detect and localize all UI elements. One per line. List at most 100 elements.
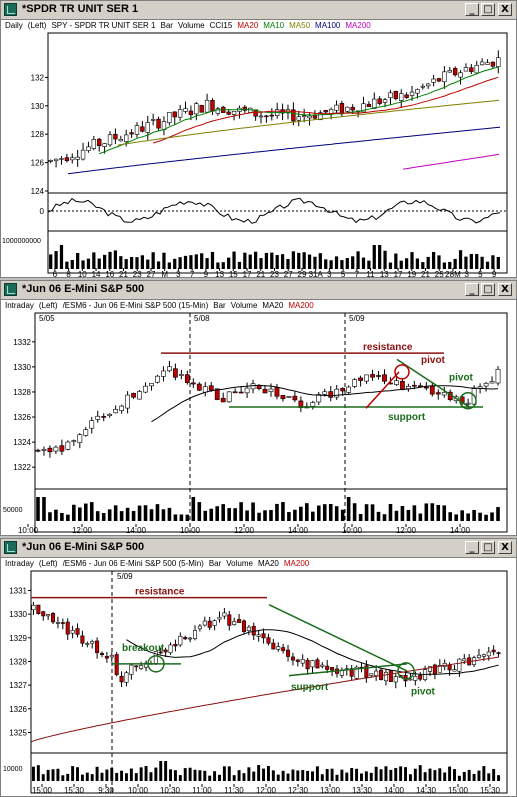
volume-bar	[42, 497, 46, 521]
volume-bar	[95, 511, 100, 521]
volume-bar	[191, 497, 196, 521]
x-tick-label: 11	[366, 270, 375, 277]
volume-bar	[346, 497, 351, 521]
candle-body	[290, 656, 295, 661]
breakout-label: breakout	[122, 643, 165, 654]
candle-body	[183, 637, 188, 640]
window-titlebar[interactable]: *Jun 06 E-Mini S&P 500 _ □ X	[1, 539, 516, 558]
legend-item: MA200	[288, 301, 314, 310]
x-tick-label: 13	[215, 270, 224, 277]
volume-bar	[161, 509, 166, 521]
volume-bar	[350, 768, 354, 781]
candle-body	[268, 388, 274, 392]
intraday-15min-chart[interactable]: 5/05 5/08 5/09 1322 1324 1326 1328 1330 1332 resi…	[1, 301, 516, 535]
legend-item: (Left)	[27, 21, 47, 30]
chart-app-icon[interactable]	[4, 283, 17, 296]
volume-bar	[41, 774, 45, 781]
x-tick-label: 12:00	[72, 526, 93, 535]
candle-body	[307, 115, 312, 119]
close-button[interactable]: X	[498, 283, 512, 296]
window-titlebar[interactable]: *Jun 06 E-Mini S&P 500 _ □ X	[1, 281, 516, 300]
daily-price-chart[interactable]: 124 126 128 130 132 0 1000000000 6 8 10 14 16 21 23 27…	[1, 21, 516, 277]
candle-body	[476, 654, 481, 659]
candle-body	[269, 114, 274, 117]
volume-bar	[286, 773, 290, 781]
minimize-button[interactable]: _	[465, 3, 479, 16]
cci-line	[47, 197, 501, 224]
candle-body	[102, 143, 107, 147]
candle-body	[349, 668, 354, 677]
volume-bar	[83, 503, 88, 521]
candle-body	[232, 621, 237, 626]
volume-bar	[49, 254, 53, 269]
minimize-button[interactable]: _	[465, 283, 479, 296]
volume-bar	[65, 261, 69, 269]
volume-bar	[418, 765, 422, 781]
ma20-line	[126, 629, 499, 675]
volume-bar	[173, 770, 177, 781]
candle-body	[266, 637, 271, 644]
volume-bar	[227, 766, 231, 781]
restore-button[interactable]: □	[481, 3, 495, 16]
candle-body	[222, 612, 227, 617]
chart-app-icon[interactable]	[4, 3, 17, 16]
volume-bar	[218, 774, 221, 781]
support-trendline	[288, 663, 408, 677]
candle-body	[208, 385, 214, 391]
candle-body	[131, 393, 136, 398]
candle-body	[322, 391, 328, 395]
candle-body	[411, 384, 417, 387]
candle-body	[75, 156, 80, 160]
chart-app-icon[interactable]	[4, 541, 17, 554]
restore-button[interactable]: □	[481, 283, 495, 296]
volume-bar	[71, 766, 75, 781]
candle-body	[242, 106, 248, 111]
candle-body	[358, 377, 363, 381]
restore-button[interactable]: □	[481, 541, 495, 554]
candle-body	[382, 374, 387, 382]
candle-body	[104, 656, 109, 659]
intraday-5min-chart[interactable]: 5/09 1325 1326 1327 1328 1329 1330 1331 resistan…	[1, 559, 516, 796]
volume-bar	[203, 510, 208, 521]
candle-body	[305, 659, 310, 670]
legend-item: Bar	[160, 21, 173, 30]
candle-body	[48, 160, 53, 162]
volume-bar	[129, 768, 133, 781]
volume-bar	[189, 255, 193, 269]
candle-body	[429, 385, 435, 395]
volume-bar	[119, 511, 124, 521]
volume-bar	[276, 774, 280, 781]
chart-legend: Intraday (Left) /ESM6 - Jun 06 E-Mini S&P …	[5, 559, 314, 568]
volume-bar	[453, 258, 457, 269]
close-button[interactable]: X	[498, 541, 512, 554]
green-trendline	[396, 358, 472, 409]
candle-body	[183, 108, 188, 112]
candle-body	[486, 651, 491, 657]
window-titlebar[interactable]: *SPDR TR UNIT SER 1 _ □ X	[1, 1, 516, 20]
candle-body	[413, 676, 418, 681]
candle-body	[301, 115, 307, 118]
candle-body	[226, 111, 231, 115]
legend-item: MA200	[345, 21, 371, 30]
candle-body	[280, 395, 286, 400]
pivot-label: pivot	[421, 355, 446, 366]
candle-body	[345, 106, 350, 112]
volume-bar	[412, 505, 417, 521]
candle-body	[55, 622, 60, 624]
x-tick-label: 16	[105, 270, 114, 277]
volume-bar	[193, 769, 197, 781]
candle-body	[323, 110, 328, 113]
candle-body	[271, 642, 276, 650]
minimize-button[interactable]: _	[465, 541, 479, 554]
volume-bar	[54, 251, 58, 269]
candle-body	[295, 659, 300, 662]
candle-body	[226, 391, 232, 403]
volume-bar	[266, 765, 270, 781]
x-tick-label: 25	[435, 270, 444, 277]
close-button[interactable]: X	[498, 3, 512, 16]
candle-body	[192, 630, 198, 639]
x-tick-label: 8	[66, 270, 71, 277]
candle-body	[168, 644, 173, 654]
candle-body	[442, 71, 447, 83]
candle-body	[286, 396, 292, 398]
